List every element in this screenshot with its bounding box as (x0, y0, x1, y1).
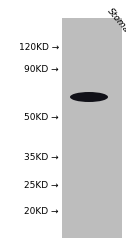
Text: 35KD →: 35KD → (24, 154, 59, 162)
Ellipse shape (70, 92, 108, 102)
Text: 120KD →: 120KD → (19, 44, 59, 52)
Bar (62, 18, 122, 238)
Text: 20KD →: 20KD → (24, 208, 59, 216)
Text: 25KD →: 25KD → (24, 180, 59, 190)
Text: 50KD →: 50KD → (24, 114, 59, 122)
Text: 90KD →: 90KD → (24, 66, 59, 74)
Text: Stomach: Stomach (105, 6, 126, 43)
